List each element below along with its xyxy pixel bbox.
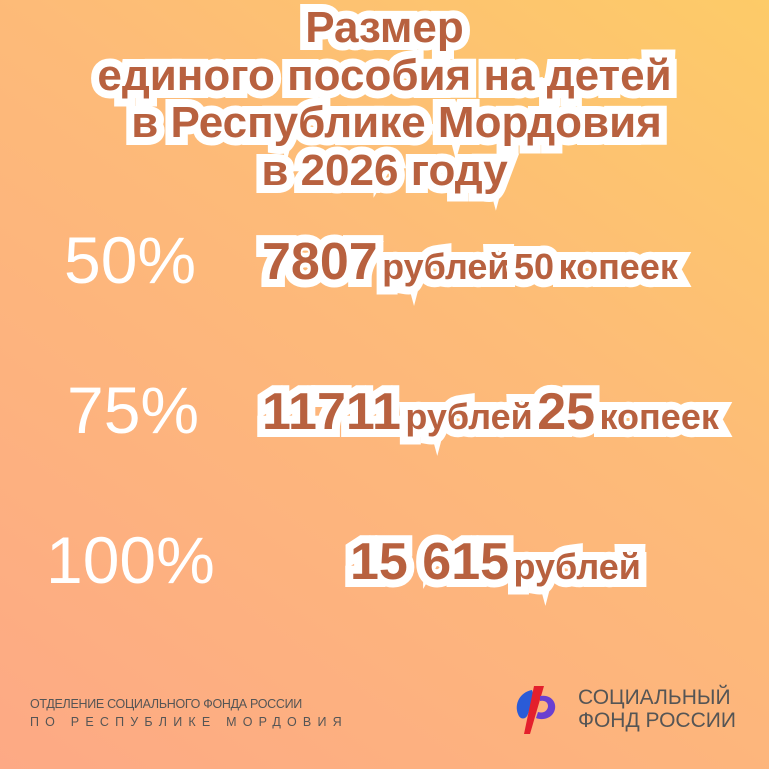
percent-75: 75% [67, 373, 200, 447]
percent-50: 50% [64, 223, 197, 297]
amount-rubles: 15 615 [342, 528, 517, 596]
unit-rubles: рублей [505, 541, 648, 593]
percent-100: 100% [46, 523, 215, 597]
footer-line-2: ПО РЕСПУБЛИКЕ МОРДОВИЯ [30, 715, 348, 729]
unit-rubles: рублей [397, 391, 540, 443]
title-line-2: единого пособия на детей [89, 46, 679, 106]
title-line-3: в Республике Мордовия [123, 93, 670, 153]
amount-50: 7807 рублей 50 копеек [254, 228, 686, 296]
unit-kopecks: копеек [551, 241, 686, 293]
amount-rubles: 11711 [254, 378, 409, 446]
amount-100: 15 615 рублей [342, 528, 649, 596]
logo-line-1: СОЦИАЛЬНЫЙ [578, 686, 731, 709]
unit-rubles: рублей [374, 241, 517, 293]
amount-kopecks: 25 [529, 378, 603, 446]
footer-line-1: ОТДЕЛЕНИЕ СОЦИАЛЬНОГО ФОНДА РОССИИ [30, 697, 302, 711]
amount-75: 11711 рублей 25 копеек [254, 378, 727, 446]
title-line-4: в 2026 году [253, 141, 515, 201]
amount-rubles: 7807 [254, 228, 386, 296]
unit-kopecks: копеек [591, 391, 726, 443]
title-line-1: Размер [297, 0, 471, 58]
logo-line-2: ФОНД РОССИИ [578, 709, 736, 732]
amount-kopecks: 50 [506, 241, 562, 293]
sfr-logo-icon [516, 686, 556, 734]
